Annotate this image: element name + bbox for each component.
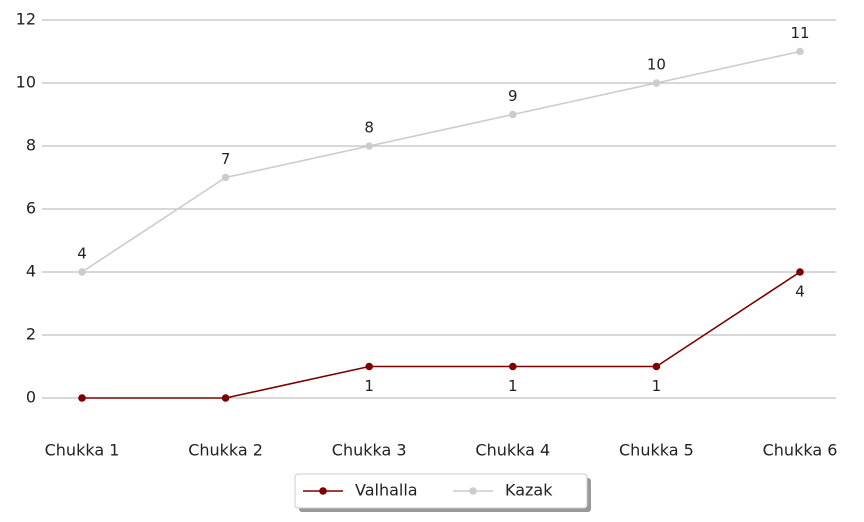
data-point [78,394,86,402]
value-label: 1 [364,377,374,395]
x-tick-label: Chukka 6 [763,441,838,460]
value-label: 10 [647,56,666,74]
data-point [78,268,86,276]
series-line [81,50,801,273]
value-label: 4 [77,245,87,263]
data-point [796,268,804,276]
legend-label: Valhalla [355,481,418,500]
y-tick-label: 10 [16,73,36,92]
x-tick-label: Chukka 5 [619,441,694,460]
data-point [509,362,517,371]
y-tick-label: 6 [26,199,36,218]
x-tick-label: Chukka 1 [45,441,120,460]
legend: Valhalla Kazak [294,473,591,512]
value-label: 7 [221,150,231,168]
value-label: 1 [508,377,518,395]
data-point [652,79,661,87]
x-tick-label: Chukka 4 [475,441,550,460]
series-line [82,271,801,399]
value-label: 4 [795,283,805,301]
value-label: 8 [364,119,374,137]
data-point [365,362,374,371]
data-point [221,394,230,402]
y-tick-label: 2 [26,325,36,344]
value-label: 9 [508,87,518,105]
data-point [221,173,230,182]
value-label: 1 [652,377,662,395]
y-tick-label: 0 [26,388,36,407]
x-tick-label: Chukka 3 [332,441,407,460]
data-point [652,362,661,371]
y-tick-label: 8 [26,136,36,155]
x-tick-label: Chukka 2 [188,441,263,460]
legend-box [294,473,588,509]
legend-label: Kazak [505,481,553,500]
y-tick-label: 12 [16,10,36,29]
legend-marker [469,487,477,495]
data-point [365,142,374,150]
data-point [509,110,517,119]
value-label: 11 [790,24,809,42]
data-point [796,47,804,56]
y-tick-label: 4 [26,262,36,281]
legend-marker [319,487,327,495]
